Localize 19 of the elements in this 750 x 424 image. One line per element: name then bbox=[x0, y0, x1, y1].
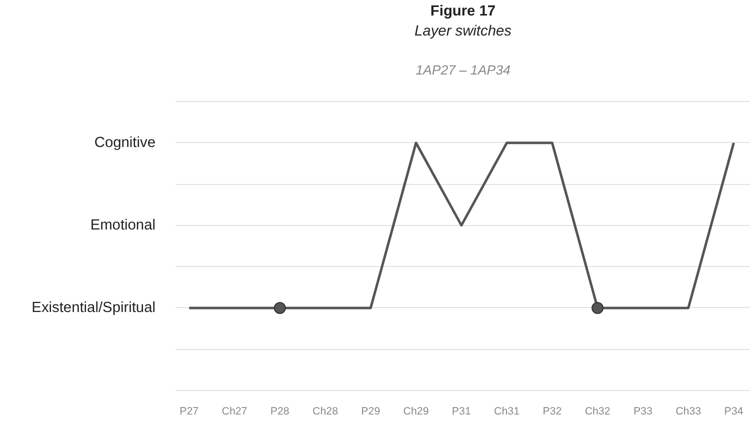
category-label: Cognitive bbox=[94, 134, 156, 151]
x-tick-label: P31 bbox=[452, 406, 471, 418]
x-tick-label: Ch32 bbox=[584, 406, 610, 418]
x-tick-label: P28 bbox=[270, 406, 290, 418]
x-tick-label: Ch28 bbox=[312, 406, 338, 418]
x-tick-label: Ch33 bbox=[676, 406, 702, 418]
x-tick-label: P32 bbox=[542, 406, 562, 418]
chart-title: Figure 17 bbox=[430, 4, 496, 20]
x-tick-label: P27 bbox=[180, 406, 199, 418]
x-tick-label: Ch31 bbox=[494, 406, 520, 418]
x-tick-label: P29 bbox=[361, 406, 380, 418]
text: 1AP27 – 1AP34 bbox=[416, 62, 510, 78]
x-tick-label: P33 bbox=[633, 406, 652, 418]
x-tick-label: P34 bbox=[724, 406, 744, 418]
category-label: Emotional bbox=[90, 217, 156, 234]
chart-subtitle: Layer switches bbox=[414, 24, 512, 40]
x-tick-label: Ch29 bbox=[403, 406, 429, 418]
x-tick-label: Ch27 bbox=[222, 406, 248, 418]
category-label: Existential/Spiritual bbox=[32, 300, 156, 316]
